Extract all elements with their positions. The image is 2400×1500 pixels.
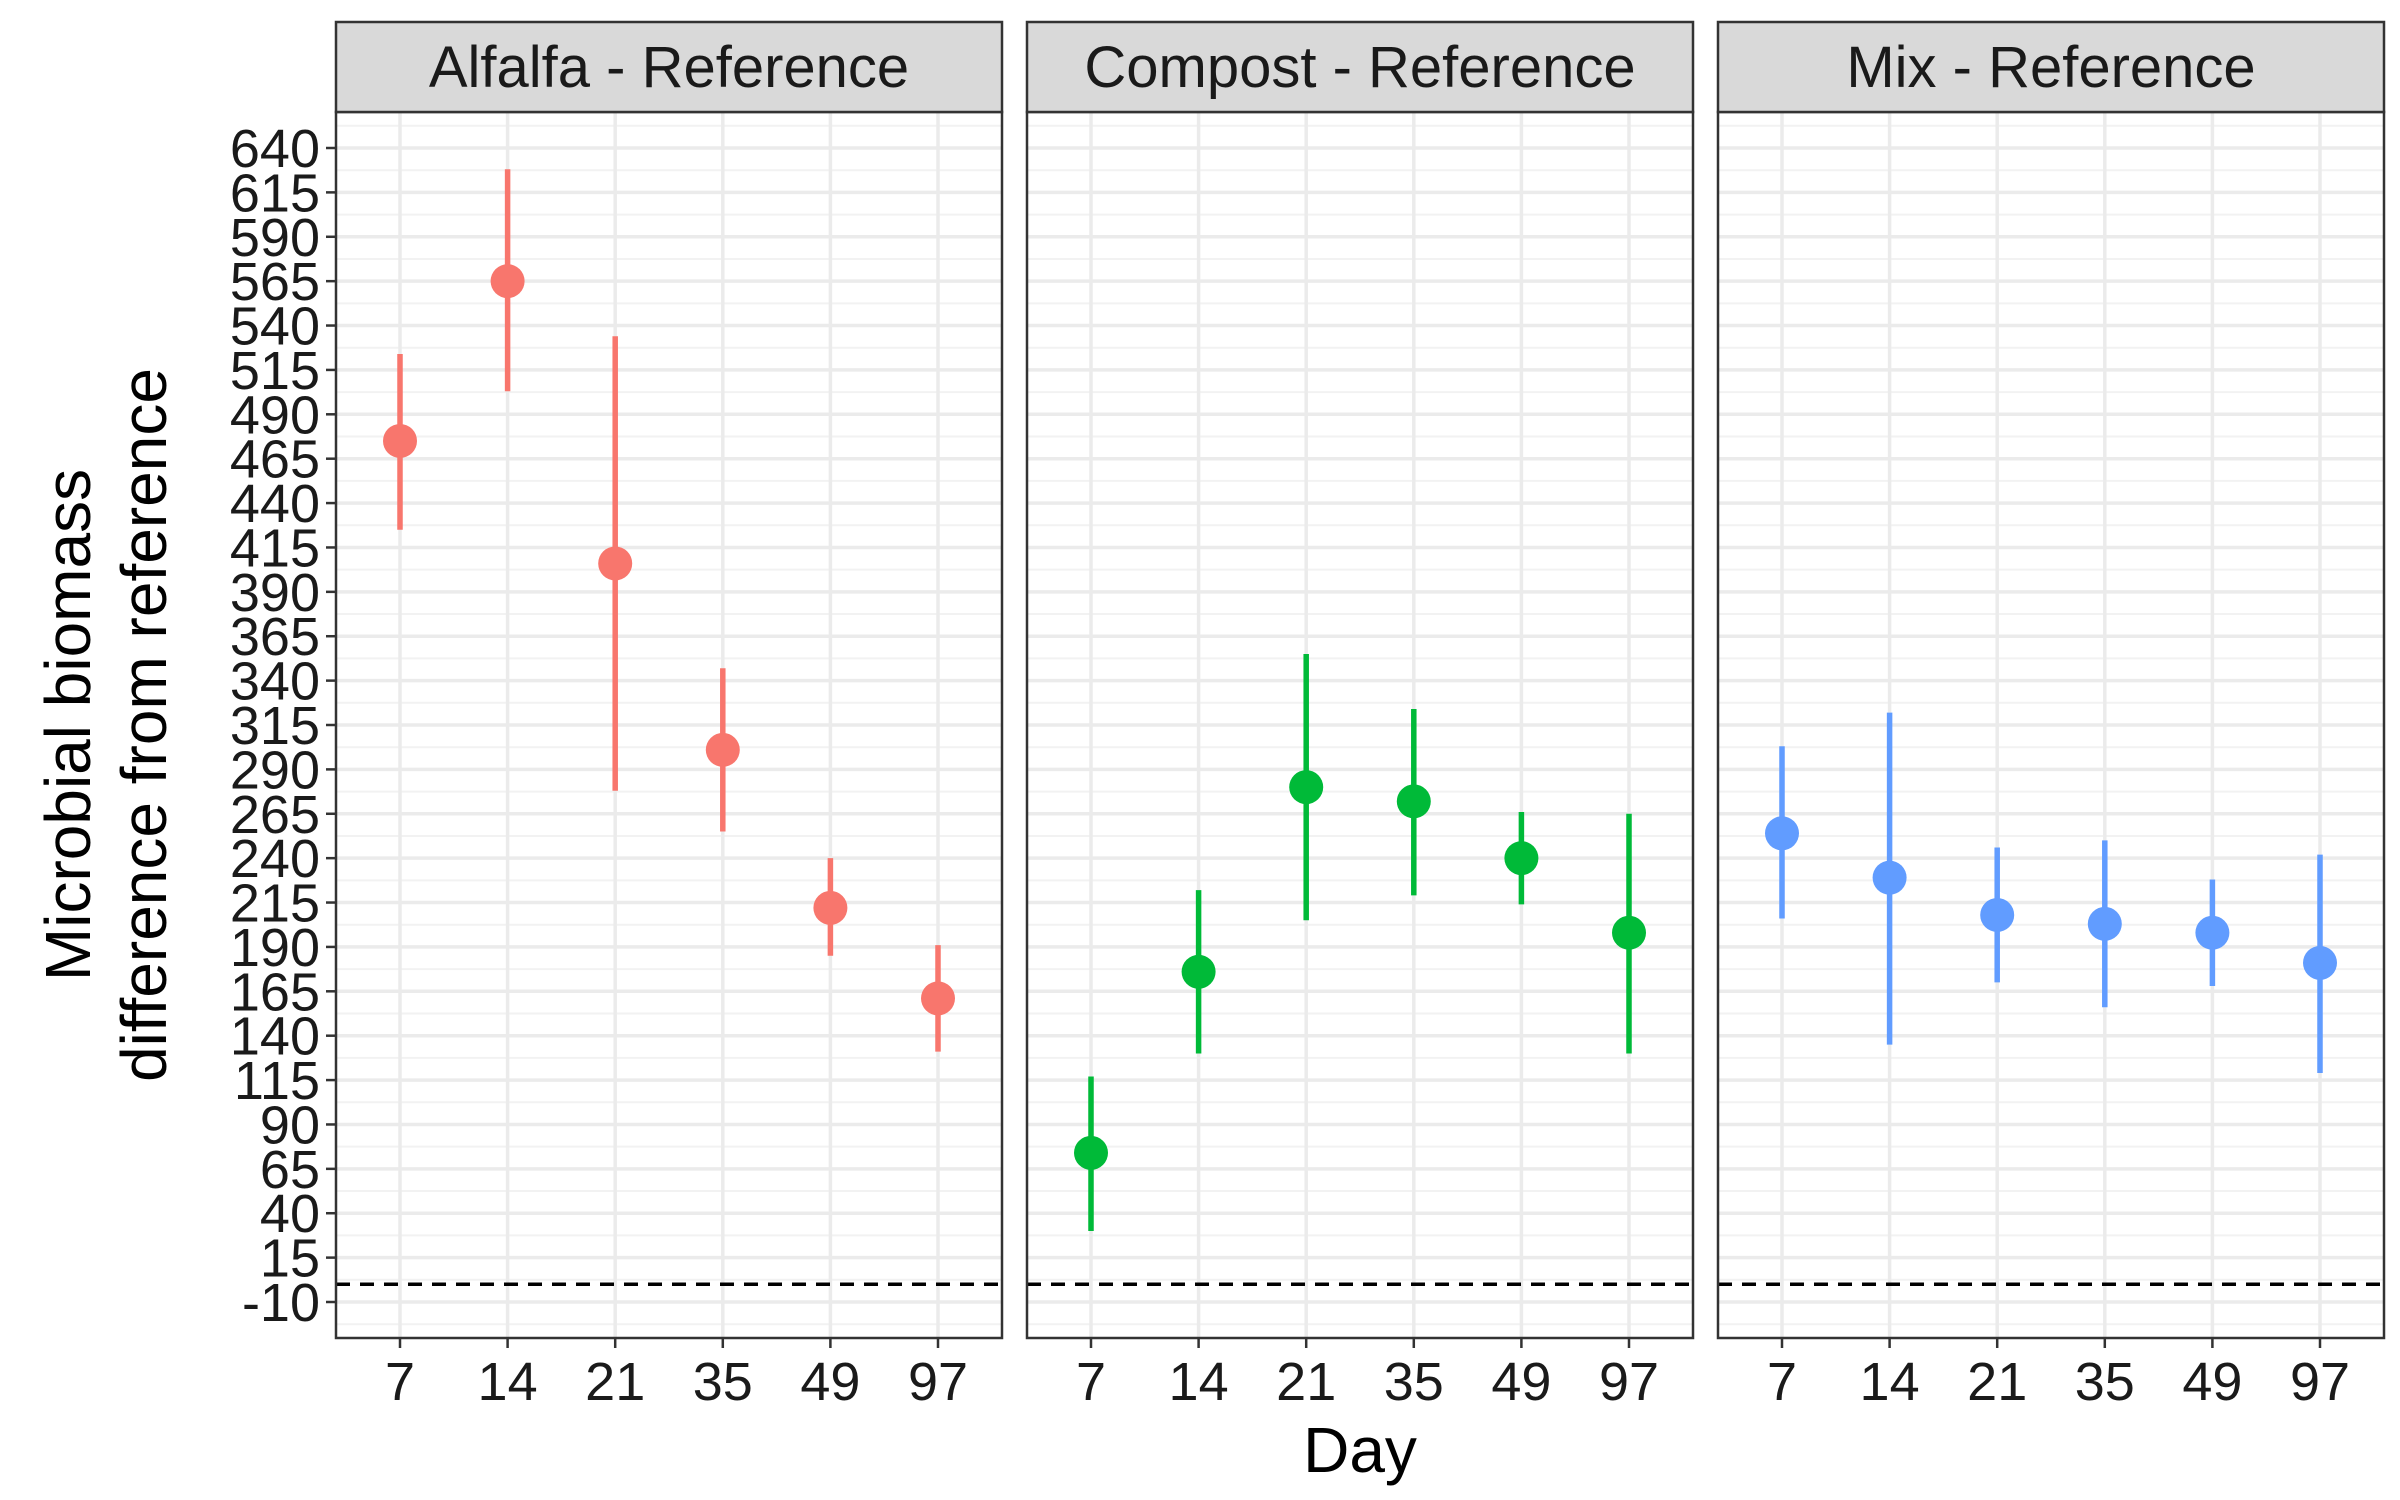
y-axis-title: Microbial biomassdifference from referen…	[32, 368, 180, 1082]
strip-label: Mix - Reference	[1846, 35, 2255, 100]
data-point	[921, 981, 955, 1016]
y-tick-label: 190	[230, 918, 320, 978]
y-tick-label: 365	[230, 607, 320, 667]
x-tick-label: 21	[1276, 1352, 1336, 1412]
y-tick-label: 315	[230, 696, 320, 756]
x-tick-label: 97	[908, 1352, 968, 1412]
y-tick-label: 215	[230, 874, 320, 934]
y-tick-label: 240	[230, 829, 320, 889]
strip-label: Compost - Reference	[1084, 35, 1635, 100]
y-tick-label: 115	[234, 1051, 320, 1111]
data-point	[1074, 1135, 1108, 1170]
strip-label: Alfalfa - Reference	[429, 35, 909, 100]
data-point	[1396, 784, 1431, 819]
y-tick-label: 290	[230, 740, 320, 800]
x-tick-label: 35	[1384, 1352, 1444, 1412]
x-tick-label: 35	[2075, 1352, 2135, 1412]
data-point	[2087, 906, 2122, 941]
x-tick-label: 21	[1967, 1352, 2027, 1412]
data-point	[1872, 860, 1907, 895]
data-point	[1980, 897, 2015, 932]
strip-background	[1025, 20, 1695, 114]
y-tick-label: 590	[230, 208, 320, 268]
y-tick-label: 40	[260, 1184, 320, 1244]
y-tick-label: 165	[230, 962, 320, 1022]
y-tick-label: 490	[230, 385, 320, 445]
y-tick-label: 440	[230, 474, 320, 534]
y-tick-label: 90	[260, 1095, 320, 1155]
panel-compost: Compost - Reference 7 14 21 35 49 97	[1025, 20, 1695, 1412]
data-point	[490, 264, 525, 299]
y-tick-label: 465	[230, 430, 320, 490]
y-tick-label: 415	[230, 518, 320, 578]
strip-background	[334, 20, 1004, 114]
data-point	[1289, 770, 1324, 805]
x-tick-label: 14	[478, 1352, 538, 1412]
y-axis-title-line: difference from reference	[108, 368, 180, 1082]
x-tick-label: 49	[2182, 1352, 2242, 1412]
data-point	[1765, 816, 1799, 851]
x-tick-label: 97	[2290, 1352, 2350, 1412]
y-tick-label: 565	[230, 252, 320, 312]
y-tick-label: 540	[230, 297, 320, 357]
data-point	[813, 890, 848, 925]
x-tick-label: 97	[1599, 1352, 1659, 1412]
y-tick-label: 640	[230, 119, 320, 179]
x-tick-label: 7	[385, 1352, 415, 1412]
data-point	[705, 732, 740, 767]
x-tick-label: 49	[1491, 1352, 1551, 1412]
y-tick-label: 15	[260, 1229, 320, 1289]
data-point	[1504, 841, 1539, 876]
y-tick-label: 615	[230, 163, 320, 223]
x-tick-label: 21	[585, 1352, 645, 1412]
x-tick-label: 14	[1860, 1352, 1920, 1412]
y-tick-label: -10	[242, 1273, 320, 1333]
data-point	[2303, 945, 2337, 980]
data-point	[1181, 954, 1216, 989]
strip-background	[1716, 20, 2386, 114]
data-point	[1612, 915, 1646, 950]
x-tick-label: 14	[1169, 1352, 1229, 1412]
y-tick-label: 265	[230, 785, 320, 845]
panel-alfalfa: Alfalfa - Reference 7 14 21 35 49 97	[334, 20, 1004, 1412]
y-tick-label: 390	[230, 563, 320, 623]
x-axis-title: Day	[1303, 1414, 1417, 1486]
y-tick-label: 515	[230, 341, 320, 401]
x-tick-label: 7	[1767, 1352, 1797, 1412]
x-tick-label: 7	[1076, 1352, 1106, 1412]
data-point	[2195, 915, 2230, 950]
data-point	[383, 423, 417, 458]
x-tick-label: 35	[693, 1352, 753, 1412]
y-tick-label: 340	[230, 652, 320, 712]
y-axis-title-line: Microbial biomass	[32, 469, 104, 981]
y-tick-label: 140	[230, 1007, 320, 1067]
x-tick-label: 49	[800, 1352, 860, 1412]
panel-mix: Mix - Reference 7 14 21 35 49 97	[1716, 20, 2386, 1412]
y-tick-label: 65	[260, 1140, 320, 1200]
data-point	[598, 546, 633, 581]
